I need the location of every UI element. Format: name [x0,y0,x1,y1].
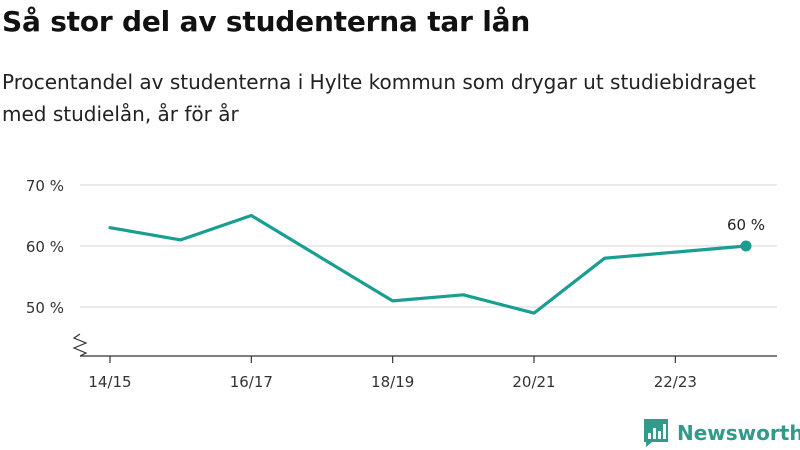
newsworthy-logo-icon [644,419,668,447]
series-layer [108,213,748,315]
y-tick-label: 60 % [26,238,64,256]
x-tick-label: 14/15 [88,373,131,391]
grid-lines [80,184,777,308]
y-tick-label: 50 % [26,299,64,317]
series-line [108,213,748,315]
y-tick-label: 70 % [26,177,64,195]
chart-title: Så stor del av studenterna tar lån [2,5,531,38]
data-label: 60 % [727,216,765,234]
x-tick-label: 18/19 [371,373,414,391]
brand-name: Newsworthy [677,421,800,445]
last-point-marker [740,240,752,252]
chart-subtitle: Procentandel av studenterna i Hylte komm… [2,70,756,126]
axis-break-icon [72,333,88,357]
y-axis: 50 % 60 % 70 % [26,177,88,357]
annotation-layer: 60 % [727,216,765,252]
x-tick-label: 16/17 [230,373,273,391]
x-axis: 14/15 16/17 18/19 20/21 22/23 [80,355,777,391]
x-tick-label: 20/21 [512,373,555,391]
x-tick-label: 22/23 [654,373,697,391]
brand-logo: Newsworthy [643,418,800,448]
